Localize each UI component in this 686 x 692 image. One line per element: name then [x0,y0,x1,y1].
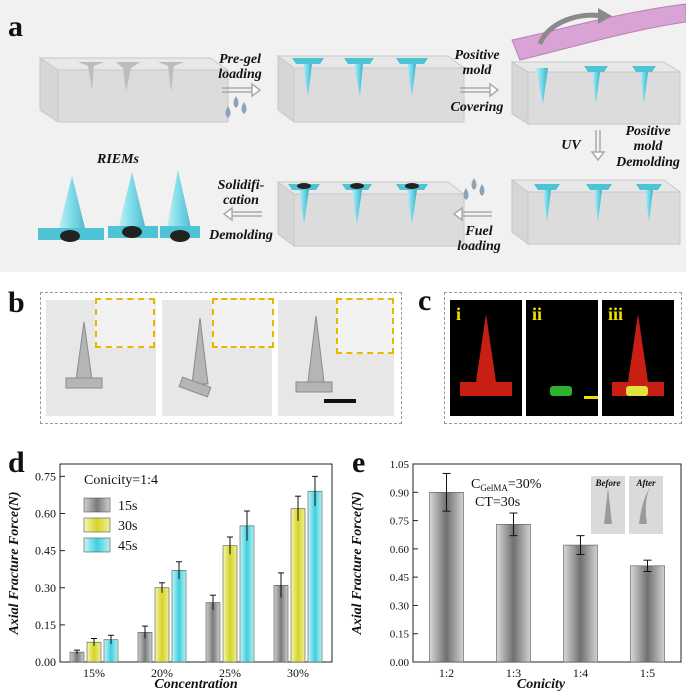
bar [496,524,531,663]
bar [630,565,665,663]
panel-b-frame [40,292,402,424]
y-axis-label: Axial Fracture Force(N) [350,491,365,635]
panel-c-frame [444,292,682,424]
label-iii: iii [608,304,624,324]
x-tick-label: 20% [151,666,173,680]
chart-e: 0.00 0.15 0.30 0.45 0.60 0.75 0.90 1.05 1:2 1:3 1:… [350,459,682,692]
bar [205,602,221,663]
x-tick-label: 1:2 [439,666,454,680]
mold-block-demolded [510,179,682,245]
conicity-annotation: Conicity=1:4 [84,473,158,488]
pregel-loading-label: Pre-gel loading [218,52,262,83]
positive-mold-label: Positive mold [454,48,500,79]
panel-a-schematic [38,3,686,247]
mold-block-covered [510,3,686,125]
mold-block-pregel [276,55,466,123]
legend-label: 30s [118,519,137,534]
covering-label: Covering [450,100,504,115]
panel-a-label: a [8,10,23,43]
y-tick-label: 0.00 [35,655,56,669]
bar [154,587,170,663]
y-tick-label: 0.00 [390,657,410,669]
bar [171,570,187,663]
positive-mold-demolding-label: Positive mold Demolding [616,124,680,170]
positive-mold-cover [511,3,686,61]
inset-before-label: Before [595,478,621,488]
fuel-loading-label: Fuel loading [457,224,501,255]
y-tick-label: 0.90 [390,487,410,499]
scale-bar [584,396,598,399]
inset-1 [95,298,155,348]
mold-block-fuel [276,181,466,247]
legend-swatch [83,497,111,513]
inset-after-image [629,476,663,534]
uv-label: UV [561,138,581,153]
y-tick-label: 0.60 [390,544,410,556]
panel-d-label: d [8,446,25,479]
y-tick-label: 0.30 [390,600,410,612]
bar [290,508,306,663]
label-ii: ii [532,304,543,324]
scale-bar [324,399,356,403]
inset-3 [336,298,394,354]
x-tick-label: 1:5 [640,666,655,680]
y-tick-label: 1.05 [390,459,410,471]
legend-swatch [83,537,111,553]
droplet-icon [225,96,485,200]
x-tick-label: 1:4 [573,666,588,680]
cgelma-annotation: CGelMA=30% [471,477,542,493]
bar [239,525,255,663]
micrograph-shapes [65,315,356,403]
plot-frame [412,463,682,663]
y-tick-label: 0.15 [35,618,56,632]
panel-c-label: c [418,284,432,317]
y-tick-label: 0.60 [35,507,56,521]
legend-label: 15s [118,499,137,514]
flip-arrow-icon [537,12,603,46]
plot-frame [59,463,333,663]
panel-b-label: b [8,286,25,319]
x-tick-label: 30% [287,666,309,680]
riem-products [38,170,200,242]
solidification-label: Solidifi-cation [217,178,265,209]
riems-label: RIEMs [96,152,140,167]
y-tick-label: 0.75 [35,469,56,483]
y-tick-label: 0.15 [390,629,410,641]
process-arrows [222,82,606,222]
label-i: i [456,304,462,324]
x-tick-label: 1:3 [506,666,521,680]
bar [307,490,323,663]
x-tick-label: 15% [83,666,105,680]
bar [563,544,598,663]
y-axis-label: Axial Fracture Force(N) [7,491,22,635]
ct-annotation: CT=30s [475,495,520,510]
inset-after-label: After [636,478,656,488]
fluorescence-shapes [460,314,664,399]
legend-swatch [83,517,111,533]
bar [222,545,238,663]
chart-d: 0.00 0.15 0.30 0.45 0.60 0.75 15% 20% 25% 30% Con… [7,463,333,692]
y-tick-label: 0.75 [390,516,410,528]
y-tick-label: 0.45 [390,572,410,584]
y-tick-label: 0.45 [35,544,56,558]
inset-2 [212,298,274,348]
panel-e-label: e [352,446,366,479]
x-axis-label: Conicity [517,677,566,692]
x-axis-label: Concentration [154,677,237,692]
bar [429,491,464,663]
mold-block-empty [38,57,230,123]
legend-label: 45s [118,539,137,554]
x-tick-label: 25% [219,666,241,680]
y-tick-label: 0.30 [35,581,56,595]
demolding-label: Demolding [209,228,273,243]
